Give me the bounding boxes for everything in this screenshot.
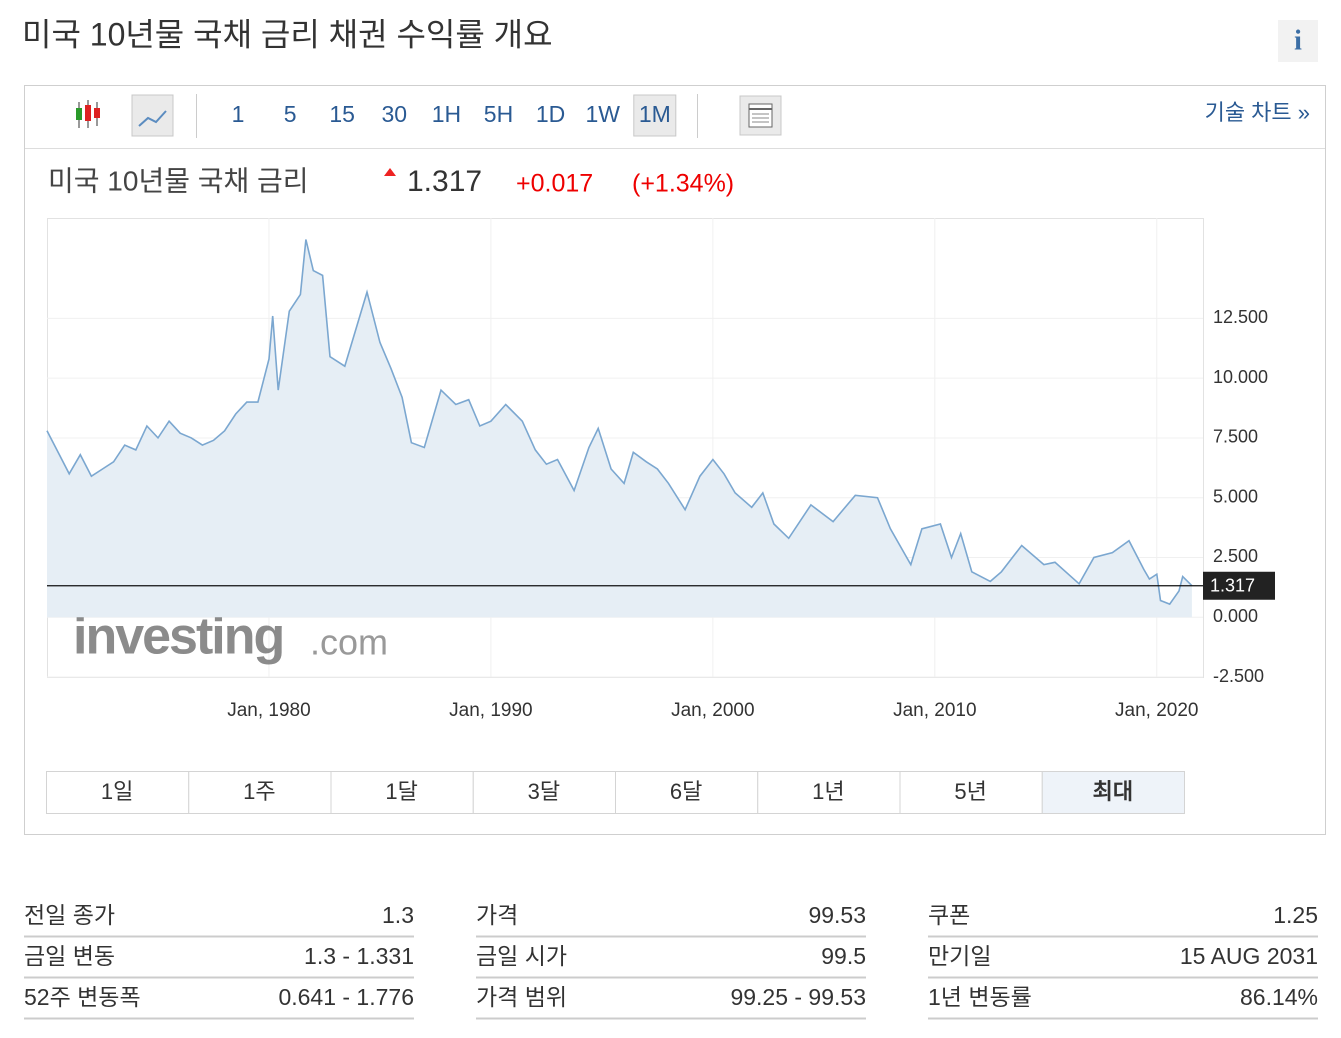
- interval-button[interactable]: 1D: [536, 101, 565, 127]
- line-icon: [138, 110, 167, 127]
- x-tick-label: Jan, 2020: [1115, 700, 1198, 721]
- stat-value: 1.3: [382, 902, 414, 928]
- y-tick-label: 12.500: [1213, 307, 1268, 327]
- watermark: investing: [73, 608, 283, 666]
- area-fill: [47, 239, 1192, 618]
- interval-selected: [633, 94, 677, 137]
- range-button[interactable]: [1041, 771, 1185, 814]
- range-label[interactable]: 1일: [101, 779, 133, 804]
- watermark: .com: [310, 622, 388, 663]
- interval-button[interactable]: 30: [382, 101, 408, 127]
- y-tick-label: 0.000: [1213, 606, 1258, 626]
- y-tick-label: -2.500: [1213, 666, 1264, 686]
- y-tick-label: 2.500: [1213, 546, 1258, 566]
- up-arrow: [384, 168, 396, 176]
- quote-change: +0.017: [516, 170, 593, 198]
- quote-name: 미국 10년물 국채 금리: [48, 165, 309, 196]
- current-value-box: [1203, 571, 1275, 600]
- stat-label: 쿠폰: [928, 902, 970, 928]
- info-icon[interactable]: i: [1294, 25, 1302, 56]
- stat-label: 52주 변동폭: [24, 984, 141, 1010]
- range-label[interactable]: 5년: [954, 779, 986, 804]
- chart: -2.500 0.000 2.500 5.000 7.500 10.000 12.500 Ja…: [46, 218, 1275, 721]
- x-tick-label: Jan, 1980: [227, 700, 310, 721]
- stat-value: 1.25: [1273, 902, 1318, 928]
- range-button[interactable]: [757, 771, 901, 814]
- stat-label: 금일 시가: [476, 943, 567, 969]
- y-tick-label: 10.000: [1213, 367, 1268, 387]
- line-chart-button[interactable]: [131, 94, 174, 137]
- stat-label: 가격 범위: [476, 984, 567, 1010]
- range-button[interactable]: [188, 771, 332, 814]
- range-button[interactable]: [899, 771, 1043, 814]
- interval-button[interactable]: 5H: [484, 101, 513, 127]
- range-label[interactable]: 1달: [385, 779, 417, 804]
- interval-button[interactable]: 15: [329, 101, 355, 127]
- stat-value: 86.14%: [1240, 984, 1318, 1010]
- stat-value: 15 AUG 2031: [1180, 943, 1318, 969]
- stat-label: 1년 변동률: [928, 984, 1032, 1010]
- quote-price: 1.317: [407, 165, 482, 198]
- quote-change-pct: (+1.34%): [632, 170, 734, 198]
- info-button[interactable]: [1278, 20, 1318, 62]
- y-tick-label: 5.000: [1213, 486, 1258, 506]
- range-button[interactable]: [330, 771, 474, 814]
- range-group: 1일 1주 1달 3달 6달 1년 5년 최대: [46, 771, 1185, 814]
- range-button[interactable]: [615, 771, 759, 814]
- current-value-label: 1.317: [1210, 575, 1255, 595]
- stat-value: 1.3 - 1.331: [304, 943, 414, 969]
- range-button[interactable]: [46, 771, 190, 814]
- technical-chart-link[interactable]: 기술 차트 »: [1205, 100, 1310, 125]
- stat-label: 금일 변동: [24, 943, 115, 969]
- stat-value: 99.25 - 99.53: [730, 984, 866, 1010]
- range-label[interactable]: 6달: [670, 779, 702, 804]
- range-label[interactable]: 1주: [243, 779, 275, 804]
- x-tick-label: Jan, 2010: [893, 700, 976, 721]
- stat-value: 99.5: [821, 943, 866, 969]
- range-label[interactable]: 최대: [1093, 779, 1133, 804]
- range-label[interactable]: 1년: [812, 779, 844, 804]
- chart-panel: [24, 85, 1326, 835]
- stat-label: 가격: [476, 902, 518, 928]
- interval-button[interactable]: 1M: [639, 101, 671, 127]
- stat-value: 99.53: [808, 902, 866, 928]
- x-tick-label: Jan, 1990: [449, 700, 532, 721]
- stat-label: 만기일: [928, 943, 991, 969]
- page-title: 미국 10년물 국채 금리 채권 수익률 개요: [22, 16, 553, 52]
- interval-button[interactable]: 1: [232, 101, 245, 127]
- interval-button[interactable]: 1H: [432, 101, 461, 127]
- range-label[interactable]: 3달: [528, 779, 560, 804]
- stats-table: 전일 종가 1.3 금일 변동 1.3 - 1.331 52주 변동폭 0.641 - 1…: [24, 902, 1318, 1020]
- range-button[interactable]: [472, 771, 616, 814]
- table-view-button[interactable]: [739, 95, 782, 136]
- interval-button[interactable]: 1W: [585, 101, 620, 127]
- interval-group: 1 5 15 30 1H 5H 1D 1W 1M: [232, 94, 677, 137]
- stat-value: 0.641 - 1.776: [278, 984, 414, 1010]
- line: [46, 239, 1193, 606]
- x-tick-label: Jan, 2000: [671, 700, 754, 721]
- interval-button[interactable]: 5: [284, 101, 297, 127]
- y-tick-label: 7.500: [1213, 427, 1258, 447]
- stat-label: 전일 종가: [24, 902, 115, 928]
- candle-icon[interactable]: [76, 100, 100, 128]
